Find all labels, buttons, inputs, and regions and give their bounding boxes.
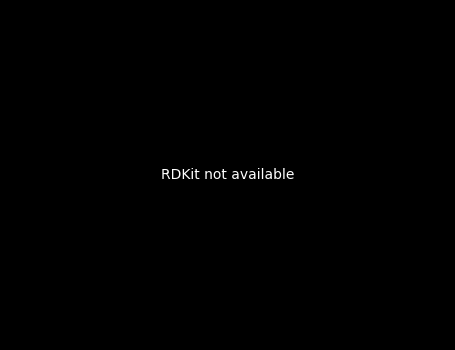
Text: RDKit not available: RDKit not available	[161, 168, 294, 182]
